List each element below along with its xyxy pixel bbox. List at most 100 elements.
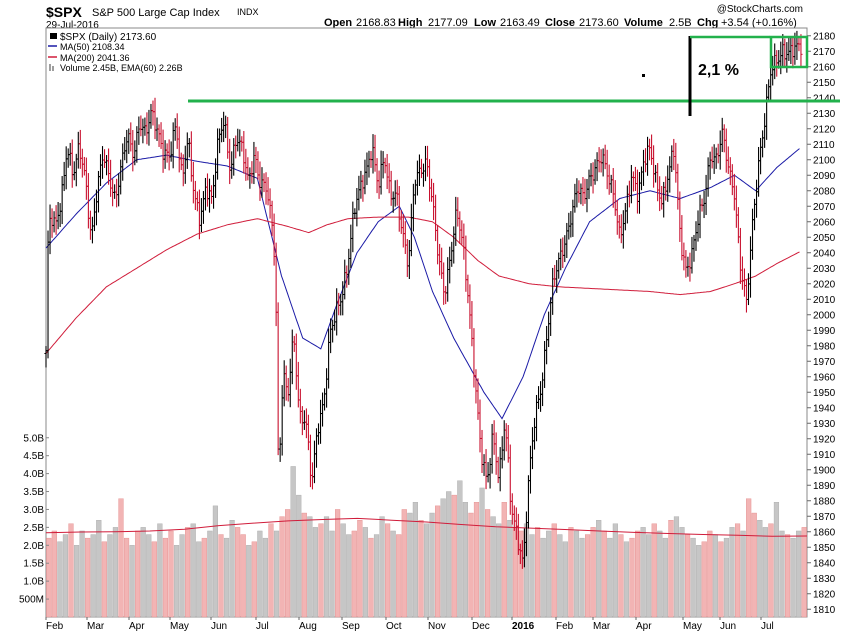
volume-tick-label: 4.5B [23, 451, 44, 462]
price-tick-label: 2160 [813, 62, 836, 73]
volume-bar [501, 502, 507, 618]
volume-tick-label: 3.5B [23, 487, 44, 498]
low-value: 2163.49 [500, 17, 540, 29]
volume-bar [635, 530, 641, 618]
rise-percent-label: 2,1 % [698, 62, 739, 79]
volume-bar [679, 527, 685, 618]
legend: $SPX (Daily) 2173.60 MA(50) 2108.34 MA(2… [48, 32, 183, 73]
volume-bar [512, 527, 518, 618]
legend-price-swatch [50, 33, 57, 39]
price-tick-label: 1830 [813, 574, 836, 585]
volume-bar [601, 530, 607, 618]
volume-bar [101, 541, 107, 618]
high-label: High [398, 17, 423, 29]
date-axis: Feb Mar Apr May Jun Jul Aug Sep Oct Nov Dec 2016 Feb… [45, 617, 774, 632]
date-tick-label: Oct [386, 621, 402, 632]
volume-bar [546, 530, 552, 618]
volume-bar [346, 534, 352, 618]
chart-date: 29-Jul-2016 [46, 20, 99, 31]
volume-bar [57, 541, 63, 618]
volume-bar [485, 509, 491, 618]
legend-volume-swatch [49, 64, 51, 71]
date-tick-label: Jul [761, 621, 774, 632]
volume-bar [373, 534, 380, 618]
price-tick-label: 2120 [813, 124, 836, 135]
price-tick-label: 2140 [813, 93, 836, 104]
price-tick-label: 1890 [813, 481, 836, 492]
price-tick-label: 1980 [813, 341, 836, 352]
date-tick-label: Mar [593, 621, 611, 632]
annotations: 2,1 % [188, 35, 840, 116]
date-tick-label: Feb [556, 621, 574, 632]
legend-price: $SPX (Daily) 2173.60 [60, 32, 157, 43]
date-tick-label: Apr [129, 621, 145, 632]
volume-bar [801, 527, 807, 618]
volume-bar [207, 530, 213, 618]
price-tick-label: 2040 [813, 248, 836, 259]
volume-bar [262, 537, 268, 618]
price-tick-label: 2170 [813, 47, 836, 58]
price-tick-label: 1990 [813, 326, 836, 337]
price-tick-label: 2130 [813, 109, 836, 120]
volume-bar [235, 527, 241, 618]
volume-bar [423, 523, 430, 618]
volume-bar [418, 520, 424, 618]
volume-bar [390, 530, 396, 618]
ma200-line [45, 216, 800, 354]
volume-bar [612, 523, 618, 618]
volume-bar [673, 516, 680, 618]
volume-bar [335, 509, 341, 618]
volume-bar [473, 502, 480, 618]
open-value: 2168.83 [356, 17, 396, 29]
volume-bar [412, 502, 418, 618]
volume-bar [368, 537, 374, 618]
price-tick-label: 2020 [813, 279, 836, 290]
volume-bar [690, 537, 696, 618]
chg-label: Chg [697, 17, 718, 29]
volume-bar [768, 523, 774, 618]
volume-bar [446, 491, 452, 618]
price-tick-label: 2180 [813, 31, 836, 42]
volume-bar [712, 534, 718, 618]
high-value: 2177.09 [428, 17, 468, 29]
volume-tick-label: 1.5B [23, 559, 44, 570]
volume-bar [718, 541, 724, 618]
volume-bar [579, 537, 585, 618]
volume-bar [751, 512, 757, 618]
volume-bar [746, 498, 752, 618]
date-tick-label: Jun [211, 621, 227, 632]
price-tick-label: 1820 [813, 589, 836, 600]
price-tick-label: 1960 [813, 372, 836, 383]
dot-marker [642, 74, 645, 77]
volume-bar [362, 527, 368, 618]
volume-bar [185, 527, 191, 618]
volume-bar [757, 520, 763, 618]
volume-bar [146, 534, 152, 618]
price-axis: 1810 1820 1830 1840 1850 1860 1870 1880 1890 1900… [807, 31, 836, 616]
price-tick-label: 1910 [813, 450, 836, 461]
volume-bar [790, 537, 796, 618]
volume-bar [518, 530, 524, 618]
volume-bar [607, 537, 613, 618]
volume-bar [429, 512, 435, 618]
volume-bar [68, 523, 74, 618]
price-tick-label: 2080 [813, 186, 836, 197]
volume-bar [118, 498, 124, 618]
close-value: 2173.60 [579, 17, 619, 29]
volume-bar [218, 534, 224, 618]
volume-bar [529, 534, 535, 618]
volume-bar [223, 537, 230, 618]
chg-value: +3.54 (+0.16%) [721, 17, 797, 29]
volume-bar [707, 530, 713, 618]
price-tick-label: 1930 [813, 419, 836, 430]
price-tick-label: 1850 [813, 543, 836, 554]
volume-bar [435, 505, 441, 618]
volume-bar [135, 530, 141, 618]
volume-bar [740, 530, 746, 618]
date-tick-label: May [683, 621, 702, 632]
volume-bar [657, 530, 663, 618]
date-tick-label: Jul [256, 621, 269, 632]
volume-bar [651, 523, 657, 618]
volume-label: Volume [624, 17, 663, 29]
